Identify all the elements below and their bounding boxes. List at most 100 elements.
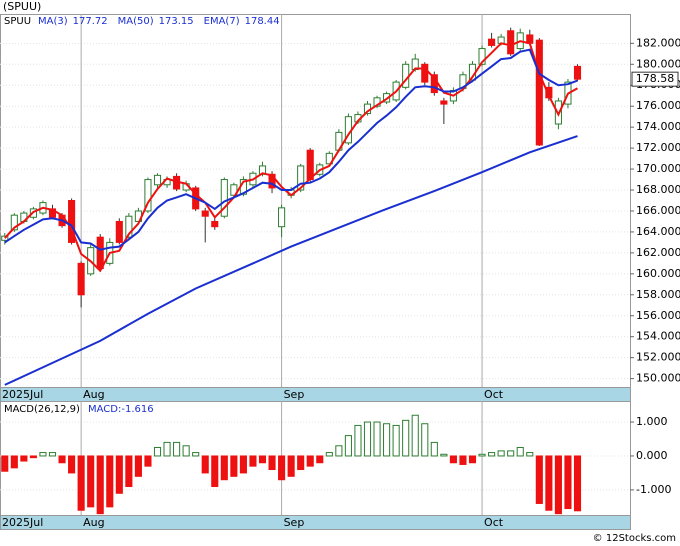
macd-bar (468, 455, 477, 464)
y-tick-label: 158.000 (636, 288, 680, 301)
macd-bar (96, 455, 104, 515)
x-tick-label: Oct (484, 516, 504, 529)
macd-bar (325, 452, 333, 457)
macd-bar (125, 455, 133, 488)
y-tick-label: 0.000 (636, 449, 668, 462)
candle-body (115, 220, 123, 243)
macd-bar (459, 455, 467, 465)
macd-bar (383, 423, 391, 457)
macd-bar (421, 423, 429, 457)
candle-body (325, 152, 333, 165)
candle-body (535, 39, 543, 146)
macd-bar (287, 455, 295, 477)
macd-value: MACD:-1.616 (88, 404, 154, 415)
macd-bar (220, 455, 228, 481)
y-tick-label: -1.000 (636, 483, 671, 496)
candle-body (268, 173, 276, 189)
y-tick-label: 160.000 (636, 267, 680, 280)
candle-body (125, 215, 133, 238)
candle-body (10, 214, 18, 231)
x-tick-label: Aug (83, 516, 104, 529)
macd-bar (29, 455, 37, 459)
candle-body (230, 184, 238, 196)
y-tick-label: 172.000 (636, 141, 680, 154)
ticker: SPUU (4, 16, 31, 27)
x-tick-label: Sep (284, 516, 305, 529)
macd-bar (106, 455, 114, 508)
macd-bar (373, 421, 381, 457)
line-series (4, 48, 578, 251)
x-tick-label: 2025Jul (2, 388, 43, 401)
macd-bar (201, 455, 209, 474)
candle-body (573, 65, 582, 80)
macd-bar (430, 441, 438, 457)
y-tick-label: 154.000 (636, 330, 680, 343)
macd-bar (573, 455, 582, 512)
macd-bar (363, 421, 372, 457)
candle-body (1, 235, 9, 241)
candle-body (77, 262, 85, 296)
y-tick-label: 164.000 (636, 225, 680, 238)
macd-bar (1, 455, 9, 472)
macd-label: MACD(26,12,9) (4, 404, 80, 415)
candle-body (421, 63, 429, 83)
y-tick-label: 180.000 (636, 57, 680, 70)
candle-body (297, 165, 305, 191)
macd-bar (478, 453, 486, 457)
macd-bar (268, 455, 276, 471)
x-tick-label: Oct (484, 388, 504, 401)
y-tick-label: 174.000 (636, 120, 680, 133)
candle-body (488, 38, 496, 46)
macd-bar (163, 441, 171, 457)
price-panel (0, 14, 631, 388)
y-tick-label: 182.000 (636, 36, 680, 49)
last-price-box (631, 71, 679, 87)
macd-bar (230, 455, 238, 477)
candle-body (201, 210, 209, 217)
macd-bar (39, 452, 47, 457)
macd-bar (182, 445, 190, 457)
macd-bar (10, 455, 18, 469)
macd-bar (554, 455, 562, 515)
candle-body (507, 30, 515, 55)
macd-bar (354, 424, 362, 457)
macd-bar (134, 455, 142, 477)
candle-body (220, 179, 228, 217)
macd-bar (488, 452, 496, 457)
x-tick-label: Aug (83, 388, 104, 401)
candle-body (306, 149, 314, 181)
macd-bar (344, 435, 352, 457)
legend-name: EMA(7) (204, 16, 240, 27)
y-tick-label: 1.000 (636, 415, 668, 428)
macd-bar (20, 455, 28, 462)
legend-name: MA(3) (38, 16, 68, 27)
y-tick-label: 176.000 (636, 99, 680, 112)
macd-bar (58, 455, 66, 464)
macd-bar (526, 452, 534, 457)
macd-bar (144, 455, 152, 467)
y-tick-label: 156.000 (636, 309, 680, 322)
macd-bar (173, 441, 181, 457)
candle-body (144, 179, 152, 212)
macd-bar (211, 455, 219, 488)
last-price-label: 178.58 (636, 72, 675, 85)
macd-bar (516, 446, 524, 457)
candle-body (68, 200, 76, 243)
macd-bar (335, 445, 343, 457)
legend-value: 178.44 (245, 16, 280, 27)
legend-value: 177.72 (73, 16, 108, 27)
macd-bar (392, 424, 400, 457)
macd-bar (87, 455, 95, 508)
macd-bar (402, 419, 410, 457)
macd-bar (449, 455, 457, 464)
candle-body (278, 207, 286, 228)
macd-bar (153, 446, 162, 457)
macd-bar (249, 455, 257, 467)
macd-bar (278, 455, 286, 481)
legend-value: 173.15 (159, 16, 194, 27)
line-series (4, 135, 578, 386)
macd-bar (77, 455, 85, 511)
x-tick-label: Sep (284, 388, 305, 401)
macd-bar (564, 455, 572, 510)
macd-bar (68, 455, 76, 474)
